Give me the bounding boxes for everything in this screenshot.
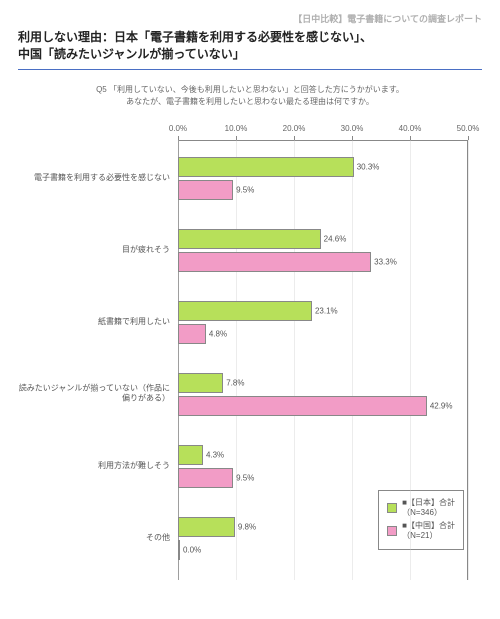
bar-value-label: 9.5%: [236, 185, 254, 194]
category-label: 利用方法が難しそう: [15, 461, 170, 471]
bar-wrap: 23.1%: [178, 301, 468, 321]
bar-value-label: 30.3%: [357, 162, 380, 171]
header-tag: 【日中比較】電子書籍についての調査レポート: [18, 12, 482, 25]
bar-wrap: 4.8%: [178, 324, 468, 344]
bar-wrap: 24.6%: [178, 229, 468, 249]
tick-mark: [294, 136, 295, 140]
x-tick-label: 0.0%: [169, 124, 187, 133]
x-tick-label: 50.0%: [457, 124, 480, 133]
bar-wrap: 42.9%: [178, 396, 468, 416]
bar-value-label: 4.3%: [206, 450, 224, 459]
bar-wrap: 9.8%: [178, 517, 468, 537]
title-line1: 利用しない理由：日本「電子書籍を利用する必要性を感じない」、: [18, 30, 372, 44]
bar-wrap: 9.5%: [178, 468, 468, 488]
title-line2: 中国「読みたいジャンルが揃っていない」: [18, 47, 245, 61]
bar-group: 読みたいジャンルが揃っていない（作品に偏りがある）7.8%42.9%: [178, 370, 468, 419]
page-title: 利用しない理由：日本「電子書籍を利用する必要性を感じない」、 中国「読みたいジャ…: [18, 29, 482, 63]
tick-mark: [352, 136, 353, 140]
category-label: 読みたいジャンルが揃っていない（作品に偏りがある）: [15, 384, 170, 405]
tick-mark: [468, 136, 469, 140]
legend-swatch-japan: [387, 503, 397, 513]
bar-group: 利用方法が難しそう4.3%9.5%: [178, 442, 468, 491]
bar-value-label: 24.6%: [324, 234, 347, 243]
bar-group: 紙書籍で利用したい23.1%4.8%: [178, 298, 468, 347]
bar-wrap: 4.3%: [178, 445, 468, 465]
gridline: [468, 140, 469, 580]
x-tick-label: 30.0%: [341, 124, 364, 133]
bar-group: 目が疲れそう24.6%33.3%: [178, 226, 468, 275]
bar-wrap: 30.3%: [178, 157, 468, 177]
bar-wrap: 7.8%: [178, 373, 468, 393]
bar-value-label: 33.3%: [374, 257, 397, 266]
bar-group: 電子書籍を利用する必要性を感じない30.3%9.5%: [178, 154, 468, 203]
bar-japan: 23.1%: [178, 301, 312, 321]
bar-wrap: 9.5%: [178, 180, 468, 200]
bar-value-label: 0.0%: [183, 545, 201, 554]
bar-value-label: 9.8%: [238, 522, 256, 531]
bar-value-label: 9.5%: [236, 473, 254, 482]
category-label: 目が疲れそう: [15, 245, 170, 255]
bar-china: 0.0%: [178, 540, 180, 560]
tick-mark: [236, 136, 237, 140]
category-label: 電子書籍を利用する必要性を感じない: [15, 173, 170, 183]
bar-value-label: 7.8%: [226, 378, 244, 387]
question-line2: あなたが、電子書籍を利用したいと思わない最たる理由は何ですか。: [126, 97, 374, 106]
question-line1: Q5 「利用していない、今後も利用したいと思わない」と回答した方にうかがいます。: [96, 85, 404, 94]
tick-mark: [178, 136, 179, 140]
x-tick-label: 10.0%: [225, 124, 248, 133]
x-tick-label: 20.0%: [283, 124, 306, 133]
bar-wrap: 33.3%: [178, 252, 468, 272]
bar-japan: 4.3%: [178, 445, 203, 465]
plot-area: ■【日本】合計（N=346） ■【中国】合計（N=21） 電子書籍を利用する必要…: [178, 140, 468, 580]
bar-china: 33.3%: [178, 252, 371, 272]
bar-value-label: 4.8%: [209, 329, 227, 338]
category-label: 紙書籍で利用したい: [15, 317, 170, 327]
x-axis: 0.0%10.0%20.0%30.0%40.0%50.0%: [178, 124, 468, 138]
bar-china: 4.8%: [178, 324, 206, 344]
bar-chart: 0.0%10.0%20.0%30.0%40.0%50.0% ■【日本】合計（N=…: [178, 124, 468, 580]
tick-mark: [410, 136, 411, 140]
bar-value-label: 23.1%: [315, 306, 338, 315]
bar-value-label: 42.9%: [430, 401, 453, 410]
bar-japan: 30.3%: [178, 157, 354, 177]
question-text: Q5 「利用していない、今後も利用したいと思わない」と回答した方にうかがいます。…: [18, 84, 482, 108]
bar-japan: 9.8%: [178, 517, 235, 537]
bar-japan: 24.6%: [178, 229, 321, 249]
category-label: その他: [15, 533, 170, 543]
bar-wrap: 0.0%: [178, 540, 468, 560]
title-rule: [18, 69, 482, 70]
bar-china: 9.5%: [178, 180, 233, 200]
bar-china: 9.5%: [178, 468, 233, 488]
bar-china: 42.9%: [178, 396, 427, 416]
x-tick-label: 40.0%: [399, 124, 422, 133]
bar-japan: 7.8%: [178, 373, 223, 393]
bar-group: その他9.8%0.0%: [178, 514, 468, 563]
